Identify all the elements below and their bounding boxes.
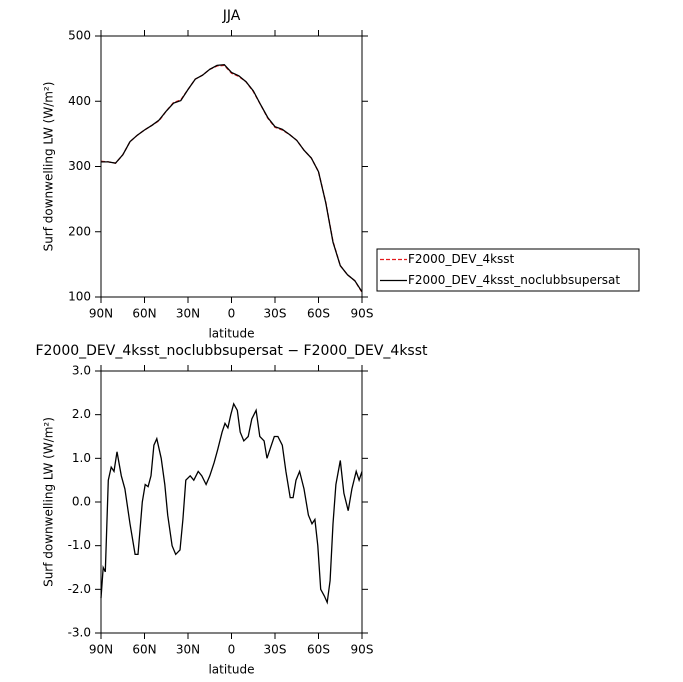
y-axis-label: Surf downwelling LW (W/m²) (42, 82, 56, 252)
y-tick-label: 300 (68, 159, 91, 173)
x-axis-label: latitude (208, 663, 254, 677)
x-tick-label: 60N (132, 643, 156, 657)
y-tick-label: 200 (68, 224, 91, 238)
chart-title: JJA (222, 8, 241, 24)
y-tick-label: -1.0 (68, 538, 91, 552)
x-tick-label: 60S (307, 307, 330, 321)
x-axis-label: latitude (208, 327, 254, 341)
data-line (101, 64, 363, 293)
y-tick-label: -3.0 (68, 626, 91, 640)
chart-title: F2000_DEV_4ksst_noclubbsupersat − F2000_… (35, 343, 428, 359)
x-tick-label: 0 (228, 643, 236, 657)
x-tick-label: 60N (132, 307, 156, 321)
y-tick-label: 400 (68, 94, 91, 108)
x-tick-label: 30N (176, 643, 200, 657)
y-axis-label: Surf downwelling LW (W/m²) (42, 417, 56, 587)
y-tick-label: 0.0 (72, 495, 91, 509)
y-tick-label: 2.0 (72, 407, 91, 421)
x-tick-label: 60S (307, 643, 330, 657)
x-tick-label: 90S (351, 307, 374, 321)
data-line (100, 64, 363, 293)
x-tick-label: 90N (89, 307, 113, 321)
legend-label: F2000_DEV_4ksst_noclubbsupersat (408, 273, 620, 287)
x-tick-label: 30S (264, 643, 287, 657)
y-tick-label: -2.0 (68, 582, 91, 596)
data-line (100, 402, 363, 605)
y-tick-label: 3.0 (72, 364, 91, 378)
y-tick-label: 100 (68, 290, 91, 304)
x-tick-label: 0 (228, 307, 236, 321)
plot-frame (100, 35, 363, 298)
x-tick-label: 30N (176, 307, 200, 321)
x-tick-label: 90N (89, 643, 113, 657)
y-tick-label: 500 (68, 29, 91, 43)
plot-frame (100, 370, 363, 634)
x-tick-label: 90S (351, 643, 374, 657)
x-tick-label: 30S (264, 307, 287, 321)
legend-label: F2000_DEV_4ksst (408, 252, 515, 266)
y-tick-label: 1.0 (72, 451, 91, 465)
legend-box (376, 248, 640, 292)
